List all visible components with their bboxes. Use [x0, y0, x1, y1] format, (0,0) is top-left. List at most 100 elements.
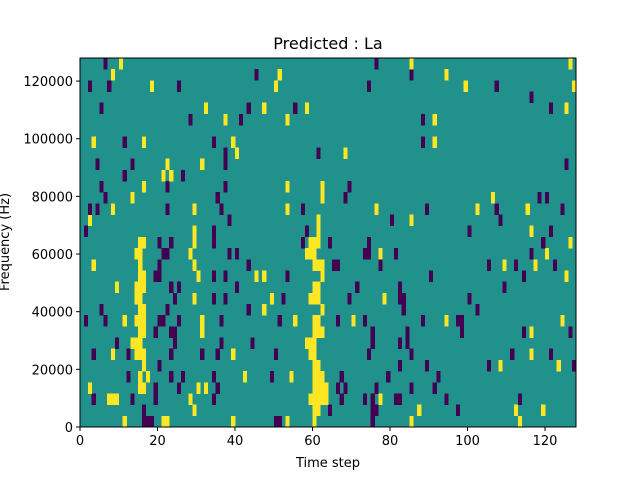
heatmap-cell-high: [138, 337, 143, 350]
x-tick-label: 40: [227, 434, 244, 449]
heatmap-cell-low: [397, 337, 402, 350]
heatmap-cell-high: [188, 393, 193, 405]
y-axis-ticks: 0 20000 40000 60000 80000 100000 120000: [23, 75, 80, 436]
heatmap-cell-high: [204, 102, 209, 115]
heatmap-cell-high: [304, 102, 309, 115]
heatmap-cell-high: [204, 382, 209, 394]
heatmap-cell-low: [366, 248, 371, 260]
heatmap-cell-high: [138, 315, 143, 327]
heatmap-cell-low: [397, 393, 402, 405]
heatmap-cell-low: [335, 315, 340, 327]
heatmap-cell-high: [316, 281, 321, 294]
heatmap-cell-high: [161, 169, 166, 182]
heatmap-cell-high: [316, 236, 321, 249]
heatmap-cell-high: [269, 292, 275, 305]
heatmap-cell-high: [533, 259, 538, 271]
heatmap-cell-high: [142, 281, 147, 294]
heatmap-cell-low: [459, 326, 464, 338]
heatmap-cell-low: [153, 382, 158, 394]
heatmap-cell-low: [169, 371, 174, 383]
heatmap-cell-high: [316, 393, 321, 405]
heatmap-cell-low: [335, 382, 340, 394]
heatmap-cell-high: [111, 393, 116, 405]
heatmap-cell-high: [324, 393, 329, 405]
heatmap-cell-high: [312, 382, 317, 394]
heatmap-cell-low: [87, 80, 92, 92]
y-tick-label: 120000: [23, 75, 73, 90]
heatmap-cell-high: [444, 315, 449, 327]
heatmap-cell-high: [138, 259, 143, 271]
heatmap-cell-low: [362, 393, 368, 405]
heatmap-cell-high: [114, 393, 120, 405]
heatmap-cell-high: [308, 292, 313, 305]
heatmap-cell-high: [285, 203, 290, 215]
heatmap-cell-low: [328, 236, 333, 249]
heatmap-cell-low: [393, 393, 399, 405]
heatmap-cell-high: [134, 337, 139, 350]
heatmap-cell-high: [312, 393, 317, 405]
heatmap-cell-low: [215, 348, 220, 361]
heatmap-cell-low: [145, 415, 151, 428]
heatmap-cell-high: [541, 404, 546, 417]
heatmap-cell-low: [157, 315, 162, 327]
heatmap-cell-high: [111, 348, 116, 361]
heatmap-cell-low: [91, 393, 96, 405]
heatmap-cell-high: [316, 214, 321, 227]
heatmap-cell-high: [91, 136, 96, 148]
heatmap-cell-high: [312, 415, 317, 428]
heatmap-cell-low: [455, 404, 461, 417]
heatmap-cell-high: [568, 58, 573, 70]
heatmap-cell-high: [374, 203, 379, 215]
heatmap-cell-high: [316, 371, 321, 383]
heatmap-cell-high: [517, 415, 523, 428]
heatmap-cell-low: [370, 415, 375, 428]
heatmap-cell-high: [192, 404, 197, 417]
heatmap-cell-low: [405, 326, 410, 338]
heatmap-cell-high: [107, 393, 112, 405]
heatmap-cell-high: [262, 304, 267, 316]
heatmap-cell-high: [130, 337, 135, 350]
heatmap-cell-low: [374, 404, 379, 417]
x-tick-label: 100: [455, 434, 480, 449]
heatmap-cell-high: [308, 393, 313, 405]
heatmap-cell-low: [169, 236, 174, 249]
heatmap-cell-low: [374, 58, 379, 70]
heatmap-cell-low: [378, 259, 383, 271]
heatmap-cell-high: [312, 348, 317, 361]
y-axis-label: Frequency (Hz): [0, 193, 13, 291]
heatmap-cell-low: [421, 315, 426, 327]
y-tick-label: 0: [65, 421, 73, 436]
heatmap-cell-high: [320, 382, 325, 394]
heatmap-cell-high: [320, 181, 325, 193]
heatmap-cell-low: [103, 192, 108, 204]
heatmap-cell-low: [153, 326, 158, 338]
heatmap-cell-high: [242, 371, 247, 383]
heatmap-cell-low: [421, 113, 426, 126]
heatmap-cell-high: [134, 315, 139, 327]
heatmap-cell-high: [192, 203, 197, 215]
heatmap-cell-high: [192, 236, 197, 249]
heatmap-cell-high: [149, 80, 154, 92]
heatmap-cell-high: [320, 304, 325, 316]
heatmap-cell-high: [87, 382, 92, 394]
heatmap-cell-low: [246, 102, 251, 115]
heatmap-cell-high: [142, 136, 147, 148]
heatmap-cell-low: [552, 259, 557, 271]
heatmap-cell-low: [537, 192, 542, 204]
heatmap-cell-high: [312, 292, 317, 305]
x-tick-label: 60: [304, 434, 321, 449]
heatmap-cell-high: [417, 404, 422, 417]
heatmap-cell-low: [176, 315, 182, 327]
heatmap-cell-low: [424, 359, 430, 372]
heatmap-cell-high: [525, 203, 530, 215]
heatmap-cell-high: [316, 326, 321, 338]
heatmap-cell-low: [397, 292, 402, 305]
heatmap-cell-low: [99, 304, 104, 316]
heatmap-cell-low: [176, 382, 182, 394]
heatmap-cell-high: [498, 359, 503, 372]
heatmap-cell-high: [316, 359, 321, 372]
heatmap-cell-high: [285, 181, 290, 193]
heatmap-cell-low: [161, 248, 166, 260]
heatmap-cell-low: [281, 292, 286, 305]
heatmap-cell-low: [405, 337, 410, 350]
